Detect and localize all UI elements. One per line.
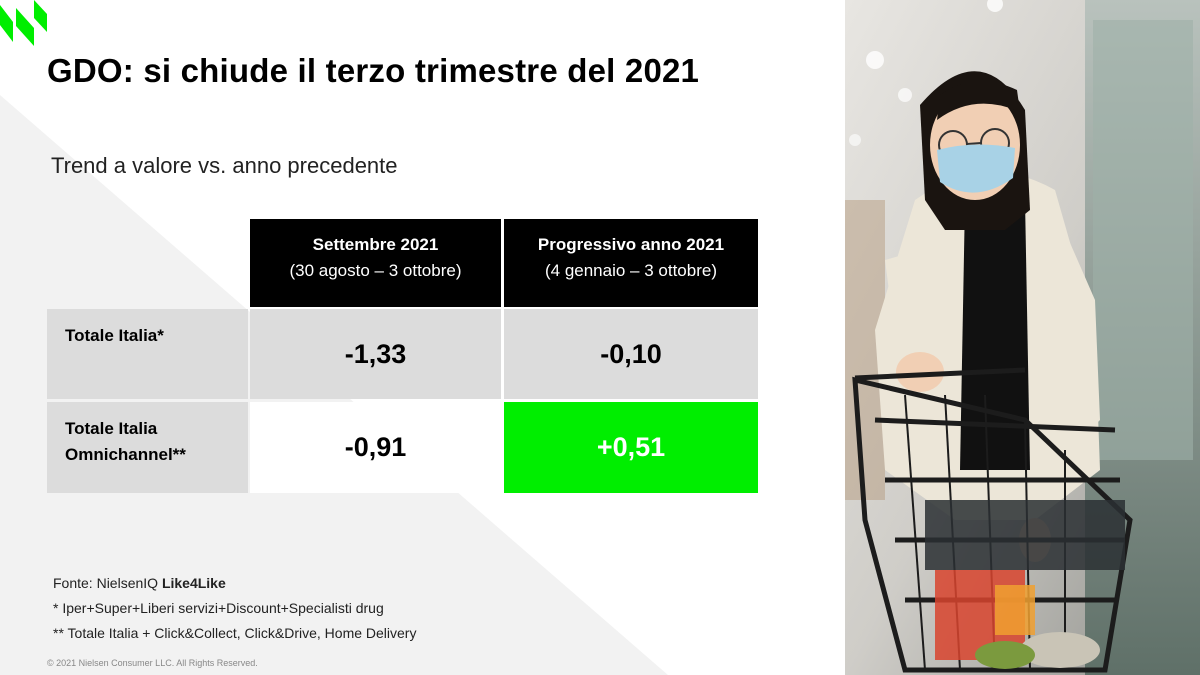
column-header-progressive: Progressivo anno 2021 (4 gennaio – 3 ott… (504, 219, 758, 307)
table-cell-value-highlighted: +0,51 (504, 402, 758, 493)
shopper-photo (845, 0, 1200, 675)
row-label-line2: Omnichannel** (65, 445, 186, 464)
column-header-title: Settembre 2021 (312, 235, 439, 254)
row-label-line1: Totale Italia (65, 419, 158, 438)
row-label-totale-italia-omnichannel: Totale Italia Omnichannel** (47, 402, 248, 493)
row-label-line1: Totale Italia* (65, 326, 164, 345)
column-header-period: (4 gennaio – 3 ottobre) (544, 261, 717, 280)
footnote-2: ** Totale Italia + Click&Collect, Click&… (53, 625, 417, 641)
column-header-period: (30 agosto – 3 ottobre) (289, 261, 462, 280)
column-header-september: Settembre 2021 (30 agosto – 3 ottobre) (250, 219, 501, 307)
table-cell-value: -0,91 (250, 402, 501, 493)
table-cell-value: -0,10 (504, 309, 758, 399)
brand-logo-icon (0, 0, 47, 46)
slide-subtitle: Trend a valore vs. anno precedente (51, 153, 398, 178)
source-prefix: Fonte: NielsenIQ (53, 575, 162, 591)
source-note: Fonte: NielsenIQ Like4Like (53, 575, 226, 591)
row-label-totale-italia: Totale Italia* (47, 309, 248, 399)
copyright: © 2021 Nielsen Consumer LLC. All Rights … (47, 658, 258, 668)
table-cell-value: -1,33 (250, 309, 501, 399)
footnote-1: * Iper+Super+Liberi servizi+Discount+Spe… (53, 600, 384, 616)
source-bold: Like4Like (161, 575, 226, 591)
slide-title: GDO: si chiude il terzo trimestre del 20… (47, 52, 700, 89)
column-header-title: Progressivo anno 2021 (537, 235, 725, 254)
